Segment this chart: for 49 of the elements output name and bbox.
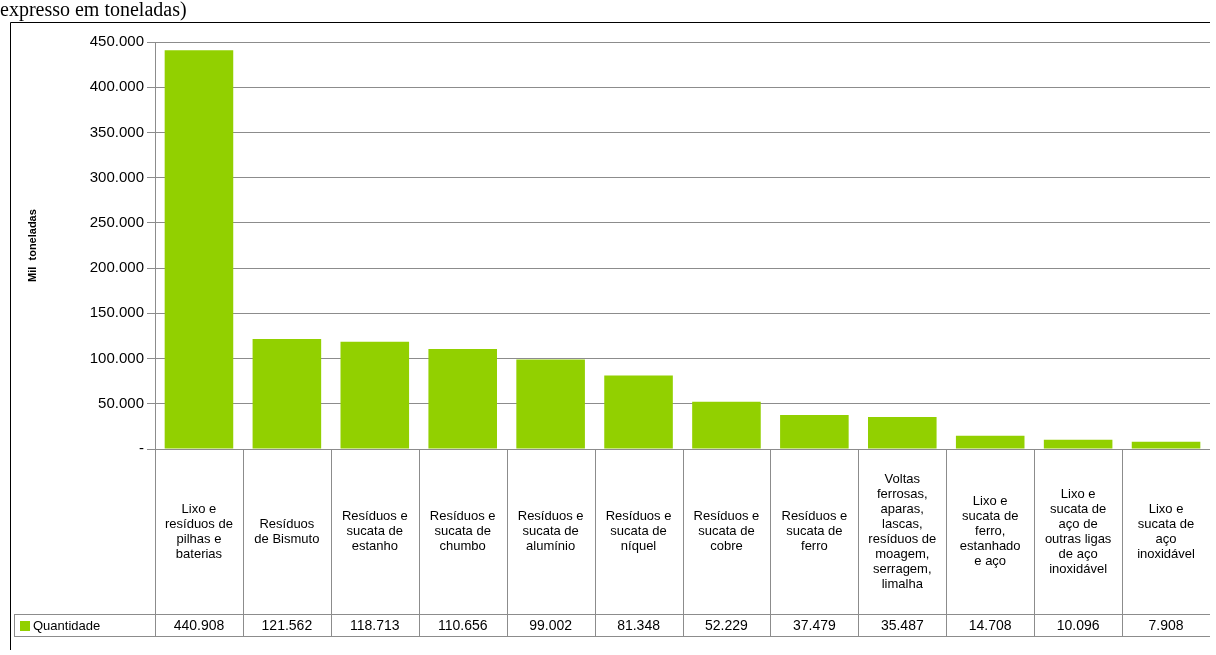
bar [1131,441,1201,449]
y-tick-label: 300.000 [89,167,144,185]
y-tick-label: 150.000 [89,303,144,321]
x-tick-label: Lixo e sucata de aço de outras ligas de aço inoxidável [1044,485,1112,576]
bar [604,375,673,449]
data-label: 99.002 [529,616,573,633]
y-tick-label: - [139,439,144,457]
data-label: 118.713 [350,616,400,633]
y-tick-label: 450.000 [89,32,144,50]
x-tick-label: Resíduos e sucata de chumbo [429,508,496,554]
x-tick-label: Resíduos de Bismuto [254,515,320,546]
bar [428,348,497,449]
bar [780,415,849,449]
y-tick-label: 400.000 [89,77,144,95]
data-label: 110.656 [437,616,488,633]
data-label: 10.096 [1056,616,1100,633]
y-tick-label: 200.000 [89,258,144,276]
bar [955,435,1025,449]
y-axis-title: Mil toneladas [25,209,38,282]
y-tick-label: 50.000 [98,393,144,411]
data-label: 440.908 [173,616,225,633]
bar [692,401,761,449]
bar [868,416,937,449]
data-label: 52.229 [705,616,749,633]
bar [164,50,234,449]
bar [516,359,585,449]
x-tick-label: Resíduos e sucata de cobre [693,508,760,554]
data-label: 121.562 [261,616,313,633]
x-tick-label: Lixo e resíduos de pilhas e baterias [164,500,233,561]
x-tick-label: Lixo e sucata de aço inoxidável [1137,500,1196,561]
data-label: 7.908 [1148,616,1184,633]
data-label: 14.708 [968,616,1012,633]
x-tick-label: Lixo e sucata de ferro, estanhado e aço [959,493,1021,569]
x-tick-label: Resíduos e sucata de estanho [341,508,408,554]
x-tick-label: Resíduos e sucata de níquel [605,508,672,554]
chart-title: expresso em toneladas) [0,0,187,21]
y-tick-label: 250.000 [89,213,144,231]
y-tick-label: 100.000 [89,348,144,366]
x-tick-label: Resíduos e sucata de alumínio [517,508,584,554]
bar [252,339,322,449]
data-label: 81.348 [617,616,661,633]
data-label: 37.479 [792,616,836,633]
bar [340,341,410,449]
data-label: 35.487 [880,616,924,633]
x-tick-label: Resíduos e sucata de ferro [781,508,848,554]
y-tick-label: 350.000 [89,122,144,140]
legend-label: Quantidade [33,617,101,633]
bar [1043,439,1113,449]
x-tick-label: Voltas ferrosas, aparas, lascas, resíduos de moagem, serragem, limalha [868,470,937,591]
